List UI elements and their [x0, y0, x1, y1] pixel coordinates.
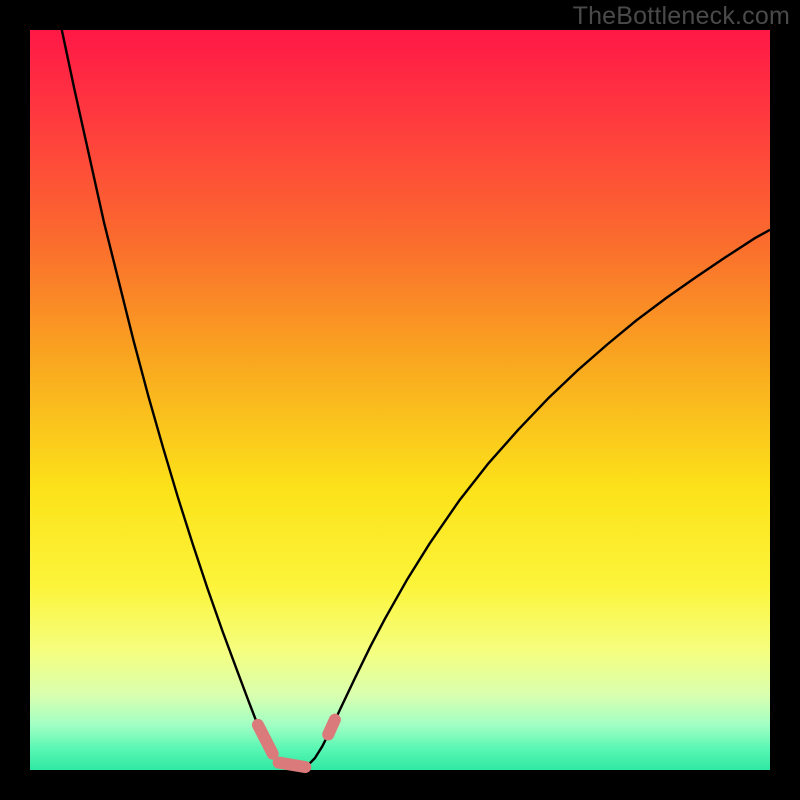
bottleneck-markers: [0, 0, 800, 800]
chart-stage: TheBottleneck.com: [0, 0, 800, 800]
